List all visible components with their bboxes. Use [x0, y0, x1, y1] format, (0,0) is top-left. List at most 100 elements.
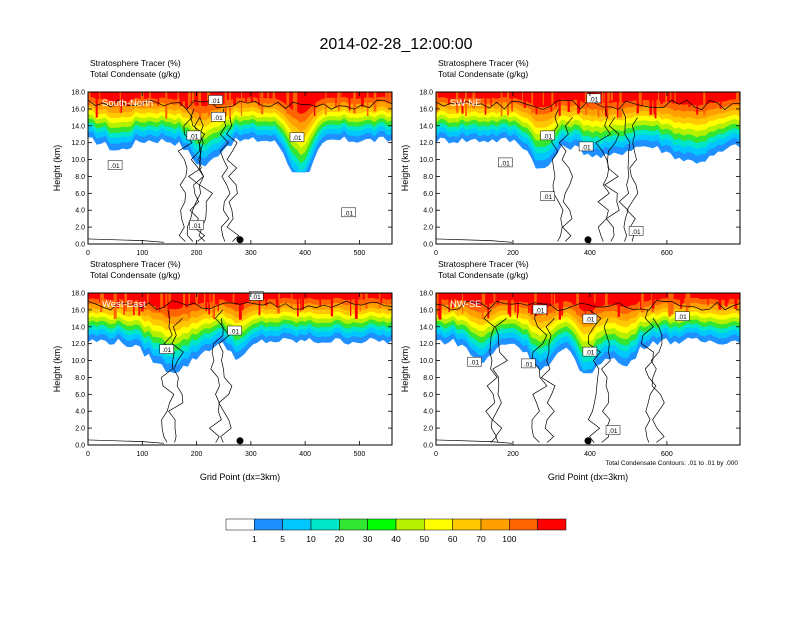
colorbar-swatch [367, 518, 397, 531]
contour-label: .01 [289, 132, 305, 142]
contour-label-text: .01 [192, 223, 201, 230]
x-tick-label: 400 [584, 250, 596, 257]
contour-label: .01 [467, 356, 482, 367]
contour-label: .01 [249, 291, 264, 301]
panel-nw-se: Stratosphere Tracer (%)Total Condensate … [400, 259, 741, 482]
colorbar-label: 5 [280, 534, 285, 544]
y-tick-label: 12.0 [71, 341, 85, 348]
contour-label-text: .01 [292, 135, 301, 142]
y-tick-label: 8.0 [75, 375, 85, 382]
panel-south-north: Stratosphere Tracer (%)Total Condensate … [52, 58, 393, 257]
colorbar-label: 70 [476, 534, 486, 544]
contour-label-text: .01 [589, 96, 598, 103]
x-tick-label: 200 [507, 250, 519, 257]
panel-west-east: Stratosphere Tracer (%)Total Condensate … [52, 259, 393, 482]
y-tick-label: 14.0 [419, 324, 433, 331]
y-tick-label: 16.0 [71, 106, 85, 113]
contour-label: .01 [186, 130, 202, 140]
location-marker [236, 236, 244, 244]
plot-frame [87, 91, 393, 245]
y-tick-label: 18.0 [71, 90, 85, 97]
contour-label: .01 [211, 112, 226, 122]
y-tick-label: 0.0 [75, 242, 85, 249]
contour-label-text: .01 [632, 229, 641, 236]
colorbar-label: 1 [252, 534, 257, 544]
footnote: Total Condensate Contours: .01 to .01 by… [605, 460, 738, 467]
colorbar: 1 5 10 20 30 40 50 60 70 100 [225, 518, 567, 544]
condensate-contours [87, 300, 393, 444]
contour-label: .01 [582, 346, 598, 357]
contour-label-text: .01 [189, 133, 198, 140]
contour-label: .01 [675, 311, 690, 321]
x-tick-label: 400 [584, 451, 596, 458]
contour-label-text: .01 [501, 160, 510, 167]
contour-label-text: .01 [344, 210, 353, 217]
x-tick-label: 100 [136, 250, 148, 257]
colorbar-swatch [310, 518, 340, 531]
y-tick-label: 6.0 [423, 392, 433, 399]
contour-label-text: .01 [678, 314, 687, 321]
x-axis-label: Grid Point (dx=3km) [548, 472, 628, 482]
x-tick-label: 0 [434, 250, 438, 257]
y-tick-label: 18.0 [71, 291, 85, 298]
x-tick-label: 200 [507, 451, 519, 458]
y-tick-label: 0.0 [423, 242, 433, 249]
y-tick-label: 2.0 [423, 225, 433, 232]
x-axis-label: Grid Point (dx=3km) [200, 472, 280, 482]
contour-label: .01 [540, 130, 555, 140]
contour-label: .01 [521, 358, 536, 368]
y-tick-label: 2.0 [423, 426, 433, 433]
x-tick-label: 400 [299, 250, 311, 257]
y-tick-label: 0.0 [75, 443, 85, 450]
contour-label: .01 [498, 157, 513, 167]
colorbar-swatch [452, 518, 482, 531]
panel-header-tracer: Stratosphere Tracer (%) [438, 259, 529, 269]
contour-label: .01 [107, 160, 123, 170]
panel-header-condensate: Total Condensate (g/kg) [438, 270, 528, 280]
contour-label-text: .01 [162, 347, 171, 354]
colorbar-label: 20 [335, 534, 345, 544]
panel-name: South-North [102, 98, 153, 109]
contour-label-text: .01 [585, 317, 594, 324]
contour-label: .01 [159, 344, 174, 354]
y-tick-label: 4.0 [423, 409, 433, 416]
contour-label-text: .01 [111, 163, 120, 170]
contour-label: .01 [227, 325, 242, 336]
x-tick-label: 500 [354, 250, 366, 257]
x-tick-label: 100 [136, 451, 148, 458]
panel-name: SW-NE [450, 98, 482, 109]
x-tick-label: 200 [191, 451, 203, 458]
contour-label: .01 [189, 220, 204, 230]
figure-title: 2014-02-28_12:00:00 [319, 36, 472, 53]
x-tick-label: 0 [434, 451, 438, 458]
y-tick-label: 6.0 [75, 392, 85, 399]
y-tick-label: 18.0 [419, 291, 433, 298]
contour-label-text: .01 [214, 115, 223, 122]
plot-frame [87, 292, 393, 446]
contour-label-text: .01 [230, 329, 239, 336]
x-tick-label: 200 [191, 250, 203, 257]
colorbar-swatch [480, 518, 510, 531]
panel-header-condensate: Total Condensate (g/kg) [90, 69, 180, 79]
colorbar-swatch [395, 518, 425, 531]
y-tick-label: 10.0 [71, 157, 85, 164]
y-tick-label: 0.0 [423, 443, 433, 450]
x-tick-label: 0 [86, 451, 90, 458]
panel-header-condensate: Total Condensate (g/kg) [90, 270, 180, 280]
panel-header-condensate: Total Condensate (g/kg) [438, 69, 528, 79]
contour-label-text: .01 [252, 294, 261, 301]
contour-label-text: .01 [585, 350, 594, 357]
colorbar-swatch [282, 518, 312, 531]
panel-header-tracer: Stratosphere Tracer (%) [90, 259, 181, 269]
contour-label: .01 [586, 93, 602, 103]
y-tick-label: 6.0 [75, 191, 85, 198]
contour-label-text: .01 [535, 307, 544, 314]
plot-frame [435, 292, 741, 446]
colorbar-swatch [424, 518, 453, 531]
contour-label-text: .01 [543, 194, 552, 201]
location-marker [584, 236, 592, 244]
y-axis-label: Height (km) [52, 145, 62, 192]
y-tick-label: 16.0 [419, 106, 433, 113]
y-tick-label: 8.0 [423, 174, 433, 181]
